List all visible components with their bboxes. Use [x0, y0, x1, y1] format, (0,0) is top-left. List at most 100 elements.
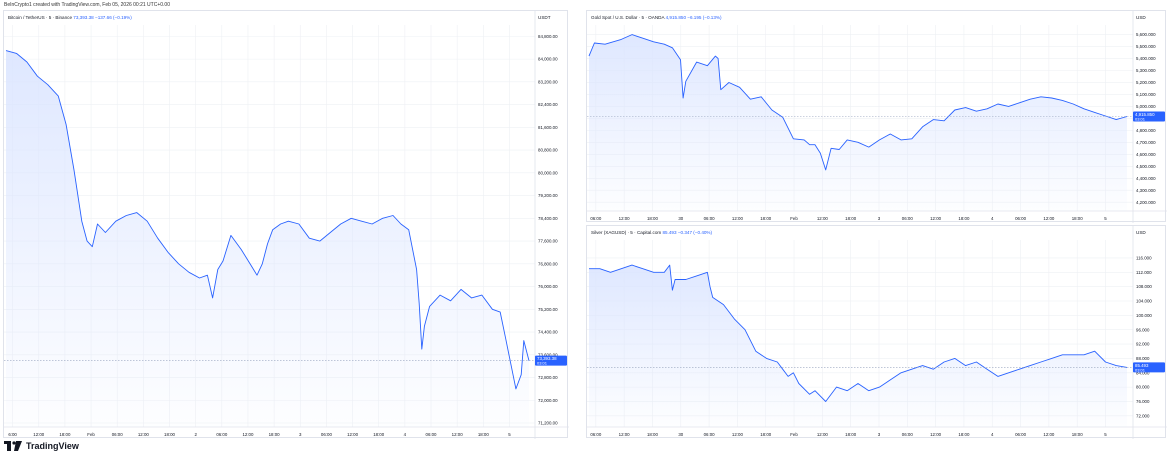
price-area — [589, 265, 1127, 427]
y-tick-label: 78,400.00 — [538, 216, 558, 221]
y-tick-label: 5,500.000 — [1136, 44, 1156, 49]
y-tick-label: 84,800.00 — [538, 34, 558, 39]
x-tick-label: 18:00 — [958, 432, 970, 437]
last-price-badge — [1133, 362, 1165, 373]
y-tick-label: 112.000 — [1136, 270, 1152, 275]
y-tick-label: 4,600.000 — [1136, 152, 1156, 157]
y-tick-label: 4,300.000 — [1136, 188, 1156, 193]
y-tick-label: 77,600.00 — [538, 239, 558, 244]
x-tick-label: 12:00 — [1043, 432, 1055, 437]
y-tick-label: 79,200.00 — [538, 193, 558, 198]
y-tick-label: 104.000 — [1136, 299, 1152, 304]
x-tick-label: 3 — [878, 216, 881, 221]
bitcoin-chart-svg[interactable]: 71,200.00 72,000.00 72,800.00 73,600.00 74,4… — [4, 11, 569, 439]
x-tick-label: 5 — [508, 432, 511, 437]
x-tick-label: 3 — [878, 432, 881, 437]
tradingview-logo[interactable]: TradingView — [4, 441, 79, 451]
last-price-badge — [1133, 111, 1165, 122]
y-tick-label: 96.000 — [1136, 327, 1150, 332]
y-tick-label: 5,100.000 — [1136, 92, 1156, 97]
bitcoin-chart-panel[interactable]: 71,200.00 72,000.00 72,800.00 73,600.00 74,4… — [3, 10, 569, 439]
x-tick-label: 06:00 — [1015, 432, 1027, 437]
y-tick-label: 76,800.00 — [538, 261, 558, 266]
y-tick-label: 4,200.000 — [1136, 200, 1156, 205]
x-tick-label: 12:00 — [242, 432, 254, 437]
gold-chart-panel[interactable]: 4,200.000 4,300.000 4,400.000 4,500.000 4,60… — [586, 10, 1167, 223]
y-tick-label: 4,800.000 — [1136, 128, 1156, 133]
x-tick-label: 12:00 — [732, 432, 744, 437]
y-tick-label: 83,200.00 — [538, 79, 558, 84]
price-area — [6, 50, 529, 427]
legend-change: −137.66 (−0.19%) — [95, 15, 132, 20]
tradingview-logo-icon — [4, 441, 22, 451]
x-tick-label: 06:00 — [112, 432, 124, 437]
silver-chart-svg[interactable]: 72.000 76.000 80.000 84.000 88.000 92.000 96.0… — [587, 226, 1167, 439]
y-tick-label: 5,200.000 — [1136, 80, 1156, 85]
x-tick-label: 12:00 — [33, 432, 45, 437]
x-tick-label: 18:00 — [1072, 432, 1084, 437]
y-tick-label: 73,600.00 — [538, 352, 558, 357]
x-tick-label: 12:00 — [817, 216, 829, 221]
y-tick-label: 72,800.00 — [538, 375, 558, 380]
y-tick-label: 116.000 — [1136, 256, 1152, 261]
x-tick-label: 06:00 — [704, 432, 716, 437]
y-tick-label: 72,000.00 — [538, 398, 558, 403]
x-tick-label: 18:00 — [647, 216, 659, 221]
y-tick-label: 76.000 — [1136, 399, 1150, 404]
x-tick-label: 12:00 — [930, 432, 942, 437]
x-tick-label: 12:00 — [732, 216, 744, 221]
currency-label: USD — [1136, 230, 1146, 235]
y-tick-label: 82,400.00 — [538, 102, 558, 107]
chart-legend: Silver (XAGUSD) · 5 · Capital.com 85.493… — [591, 230, 712, 235]
x-tick-label: 12:00 — [138, 432, 150, 437]
last-price-label: 85.493 — [1135, 363, 1149, 368]
y-tick-label: 5,600.000 — [1136, 32, 1156, 37]
x-tick-label: 2 — [194, 432, 197, 437]
x-tick-label: 30 — [678, 216, 683, 221]
countdown-label: 03:01 — [1135, 367, 1146, 372]
y-tick-label: 84,000.00 — [538, 57, 558, 62]
last-price-label: 4,915.850 — [1135, 112, 1155, 117]
x-tick-label: 06:00 — [902, 216, 914, 221]
y-tick-label: 81,600.00 — [538, 125, 558, 130]
legend-title: Silver (XAGUSD) · 5 · Capital.com — [591, 230, 662, 235]
x-tick-label: Feb — [790, 216, 798, 221]
currency-label: USD — [1136, 15, 1146, 20]
x-tick-label: 12:00 — [347, 432, 359, 437]
gold-chart-svg[interactable]: 4,200.000 4,300.000 4,400.000 4,500.000 4,60… — [587, 11, 1167, 223]
x-tick-label: 18:00 — [760, 216, 772, 221]
x-tick-label: 18:00 — [845, 432, 857, 437]
x-tick-label: Feb — [790, 432, 798, 437]
x-tick-label: 06:00 — [590, 432, 602, 437]
y-tick-label: 5,400.000 — [1136, 56, 1156, 61]
x-tick-label: 18:00 — [1072, 216, 1084, 221]
silver-chart-panel[interactable]: 72.000 76.000 80.000 84.000 88.000 92.000 96.0… — [586, 225, 1167, 439]
price-line — [588, 34, 1128, 171]
x-tick-label: 06:00 — [216, 432, 228, 437]
y-tick-label: 100.000 — [1136, 313, 1152, 318]
x-tick-label: 18:00 — [760, 432, 772, 437]
price-line — [589, 264, 1128, 402]
x-tick-label: 12:00 — [1043, 216, 1055, 221]
x-tick-label: 4 — [991, 216, 994, 221]
x-tick-label: 12:00 — [619, 216, 631, 221]
x-tick-label: 30 — [678, 432, 683, 437]
x-tick-label: 06:00 — [902, 432, 914, 437]
brand-name: TradingView — [26, 441, 79, 451]
y-tick-label: 75,200.00 — [538, 307, 558, 312]
x-tick-label: Feb — [87, 432, 95, 437]
x-tick-label: 4 — [404, 432, 407, 437]
x-tick-label: 12:00 — [930, 216, 942, 221]
y-tick-label: 72.000 — [1136, 413, 1150, 418]
chart-legend: Gold Spot / U.S. Dollar · 5 · OANDA 4,91… — [591, 15, 722, 20]
last-price-badge — [535, 355, 567, 366]
legend-title: Gold Spot / U.S. Dollar · 5 · OANDA — [591, 15, 665, 20]
legend-value: 85.493 — [662, 230, 677, 235]
y-tick-label: 80.000 — [1136, 385, 1150, 390]
x-tick-label: 18:00 — [59, 432, 71, 437]
y-tick-label: 108.000 — [1136, 284, 1152, 289]
y-tick-label: 5,300.000 — [1136, 68, 1156, 73]
countdown-label: 03:01 — [537, 361, 548, 366]
y-tick-label: 76,000.00 — [538, 284, 558, 289]
attribution-note: BeInCrypto1 created with TradingView.com… — [4, 2, 170, 8]
